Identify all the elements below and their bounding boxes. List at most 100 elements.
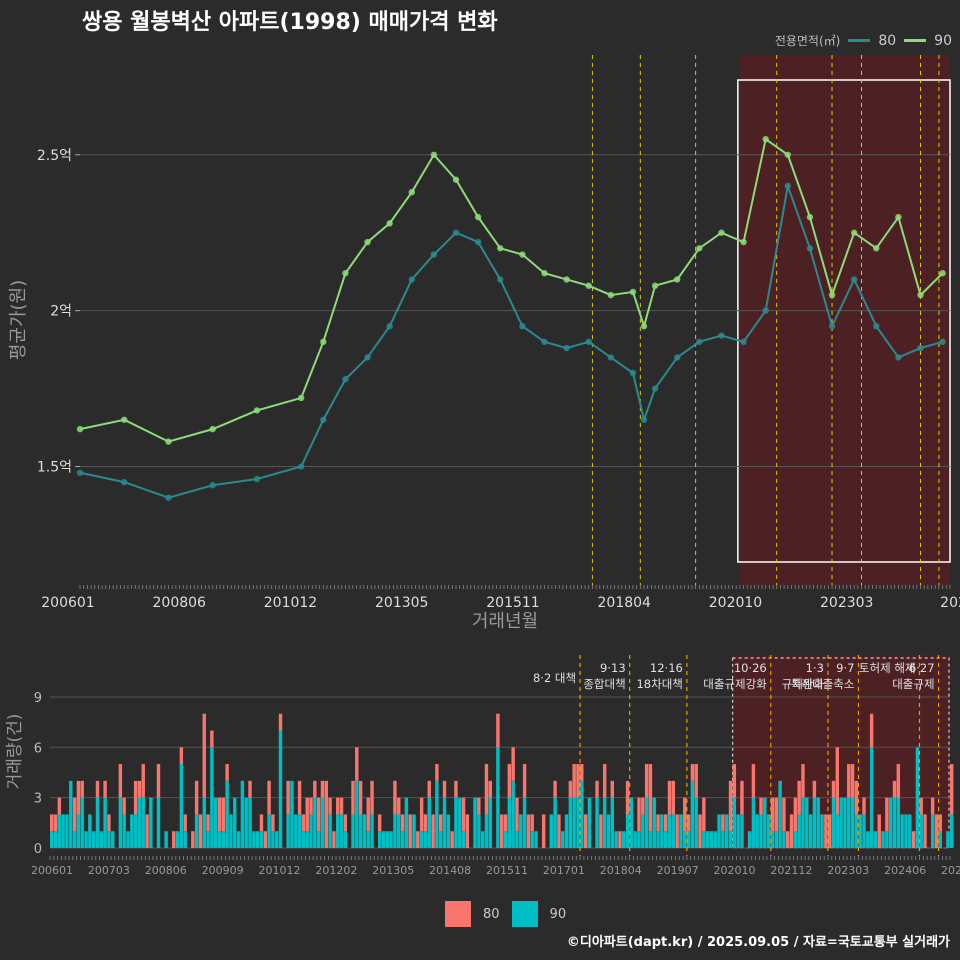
volume-bar-90 bbox=[271, 831, 275, 848]
volume-bar-90 bbox=[595, 797, 599, 848]
volume-x-tick-label: 202406 bbox=[884, 864, 926, 877]
data-point-80 bbox=[674, 354, 681, 361]
volume-bar-80 bbox=[648, 764, 653, 832]
volume-bar-90 bbox=[511, 780, 515, 848]
volume-bar-90 bbox=[366, 831, 370, 848]
volume-bar-90 bbox=[534, 831, 538, 848]
volume-bar-90 bbox=[759, 814, 763, 848]
volume-bar-90 bbox=[515, 831, 519, 848]
volume-bar-80 bbox=[397, 797, 401, 815]
volume-bar-90 bbox=[663, 831, 668, 848]
volume-y-axis-title: 거래량(건) bbox=[5, 714, 25, 790]
volume-bar-90 bbox=[126, 831, 130, 848]
volume-bar-80 bbox=[595, 780, 599, 798]
volume-bar-90 bbox=[397, 814, 401, 848]
volume-bar-80 bbox=[141, 764, 145, 798]
volume-bar-90 bbox=[461, 831, 466, 848]
volume-bar-90 bbox=[625, 814, 630, 848]
volume-bar-80 bbox=[698, 814, 702, 848]
data-point-90 bbox=[342, 270, 349, 277]
volume-bar-80 bbox=[641, 797, 645, 815]
volume-bar-80 bbox=[122, 797, 126, 815]
volume-bar-90 bbox=[938, 831, 942, 848]
volume-bar-90 bbox=[252, 831, 256, 848]
volume-bar-90 bbox=[553, 797, 557, 848]
volume-bar-90 bbox=[290, 780, 294, 848]
data-point-90 bbox=[121, 416, 128, 423]
volume-bar-80 bbox=[793, 797, 798, 832]
volume-x-tick-label: 200909 bbox=[202, 864, 244, 877]
volume-bar-80 bbox=[911, 831, 916, 848]
data-point-80 bbox=[629, 369, 637, 377]
data-point-80 bbox=[585, 338, 592, 346]
volume-bar-90 bbox=[774, 831, 778, 848]
volume-bar-90 bbox=[782, 831, 786, 848]
volume-y-tick-label: 6 bbox=[34, 741, 42, 756]
volume-bar-80 bbox=[488, 780, 492, 798]
volume-bar-80 bbox=[530, 814, 534, 832]
data-point-80 bbox=[828, 323, 836, 330]
volume-bar-80 bbox=[610, 780, 615, 798]
volume-bar-90 bbox=[183, 831, 187, 848]
volume-bar-90 bbox=[522, 797, 527, 848]
volume-bar-90 bbox=[446, 814, 451, 848]
volume-bar-90 bbox=[438, 831, 443, 848]
volume-bar-80 bbox=[656, 814, 660, 832]
volume-bar-90 bbox=[480, 831, 485, 848]
volume-y-tick-label: 0 bbox=[34, 842, 42, 857]
volume-bar-80 bbox=[50, 814, 54, 832]
volume-bar-80 bbox=[862, 797, 866, 815]
volume-bar-90 bbox=[473, 797, 477, 848]
volume-bar-90 bbox=[652, 797, 656, 848]
volume-bar-80 bbox=[618, 831, 622, 848]
volume-bar-80 bbox=[686, 814, 691, 832]
volume-bar-90 bbox=[831, 797, 836, 848]
x-tick-label: 201511 bbox=[486, 595, 539, 611]
volume-bar-90 bbox=[606, 814, 611, 848]
data-point-90 bbox=[497, 245, 504, 252]
volume-bar-90 bbox=[736, 814, 740, 848]
data-point-90 bbox=[674, 276, 681, 283]
price-panel: 1.5억 2억 2.5억 200601 200806 201012 201305 201511… bbox=[8, 55, 960, 632]
volume-y-tick-label: 9 bbox=[34, 691, 42, 706]
volume-bar-80 bbox=[568, 780, 573, 798]
volume-bar-90 bbox=[442, 797, 447, 848]
volume-highlight-box bbox=[732, 657, 950, 849]
data-point-80 bbox=[640, 416, 648, 423]
volume-bar-90 bbox=[69, 780, 73, 848]
data-point-80 bbox=[320, 416, 327, 423]
volume-bar-80 bbox=[221, 797, 226, 832]
data-point-90 bbox=[320, 338, 327, 346]
volume-bar-90 bbox=[496, 747, 500, 848]
data-point-80 bbox=[452, 229, 460, 236]
volume-bar-80 bbox=[393, 780, 397, 815]
data-point-90 bbox=[474, 213, 482, 221]
volume-bar-80 bbox=[557, 814, 561, 848]
policy-label: 1·3 규제완화 bbox=[782, 661, 825, 691]
volume-bar-90 bbox=[709, 831, 714, 848]
volume-x-tick-label: 200601 bbox=[31, 864, 73, 877]
volume-bar-90 bbox=[648, 831, 653, 848]
volume-bar-80 bbox=[774, 797, 778, 832]
volume-bar-90 bbox=[728, 831, 733, 848]
volume-bar-90 bbox=[164, 831, 168, 848]
volume-bar-80 bbox=[599, 814, 603, 848]
x-tick-label: 202010 bbox=[709, 595, 762, 611]
volume-bar-90 bbox=[507, 797, 512, 848]
data-point-80 bbox=[408, 276, 415, 283]
data-point-80 bbox=[873, 323, 880, 330]
volume-x-tick-label: 202509 bbox=[941, 864, 960, 877]
volume-bar-90 bbox=[656, 831, 660, 848]
data-point-80 bbox=[718, 332, 725, 339]
volume-bar-90 bbox=[793, 831, 798, 848]
volume-bar-80 bbox=[438, 814, 443, 832]
volume-bar-80 bbox=[194, 780, 199, 815]
volume-bar-90 bbox=[530, 831, 534, 848]
data-point-80 bbox=[497, 276, 504, 283]
volume-bar-90 bbox=[316, 831, 321, 848]
volume-bar-90 bbox=[866, 831, 870, 848]
volume-bar-90 bbox=[435, 780, 439, 848]
volume-bar-90 bbox=[614, 831, 618, 848]
volume-bar-90 bbox=[240, 780, 245, 848]
volume-bar-90 bbox=[423, 831, 428, 848]
